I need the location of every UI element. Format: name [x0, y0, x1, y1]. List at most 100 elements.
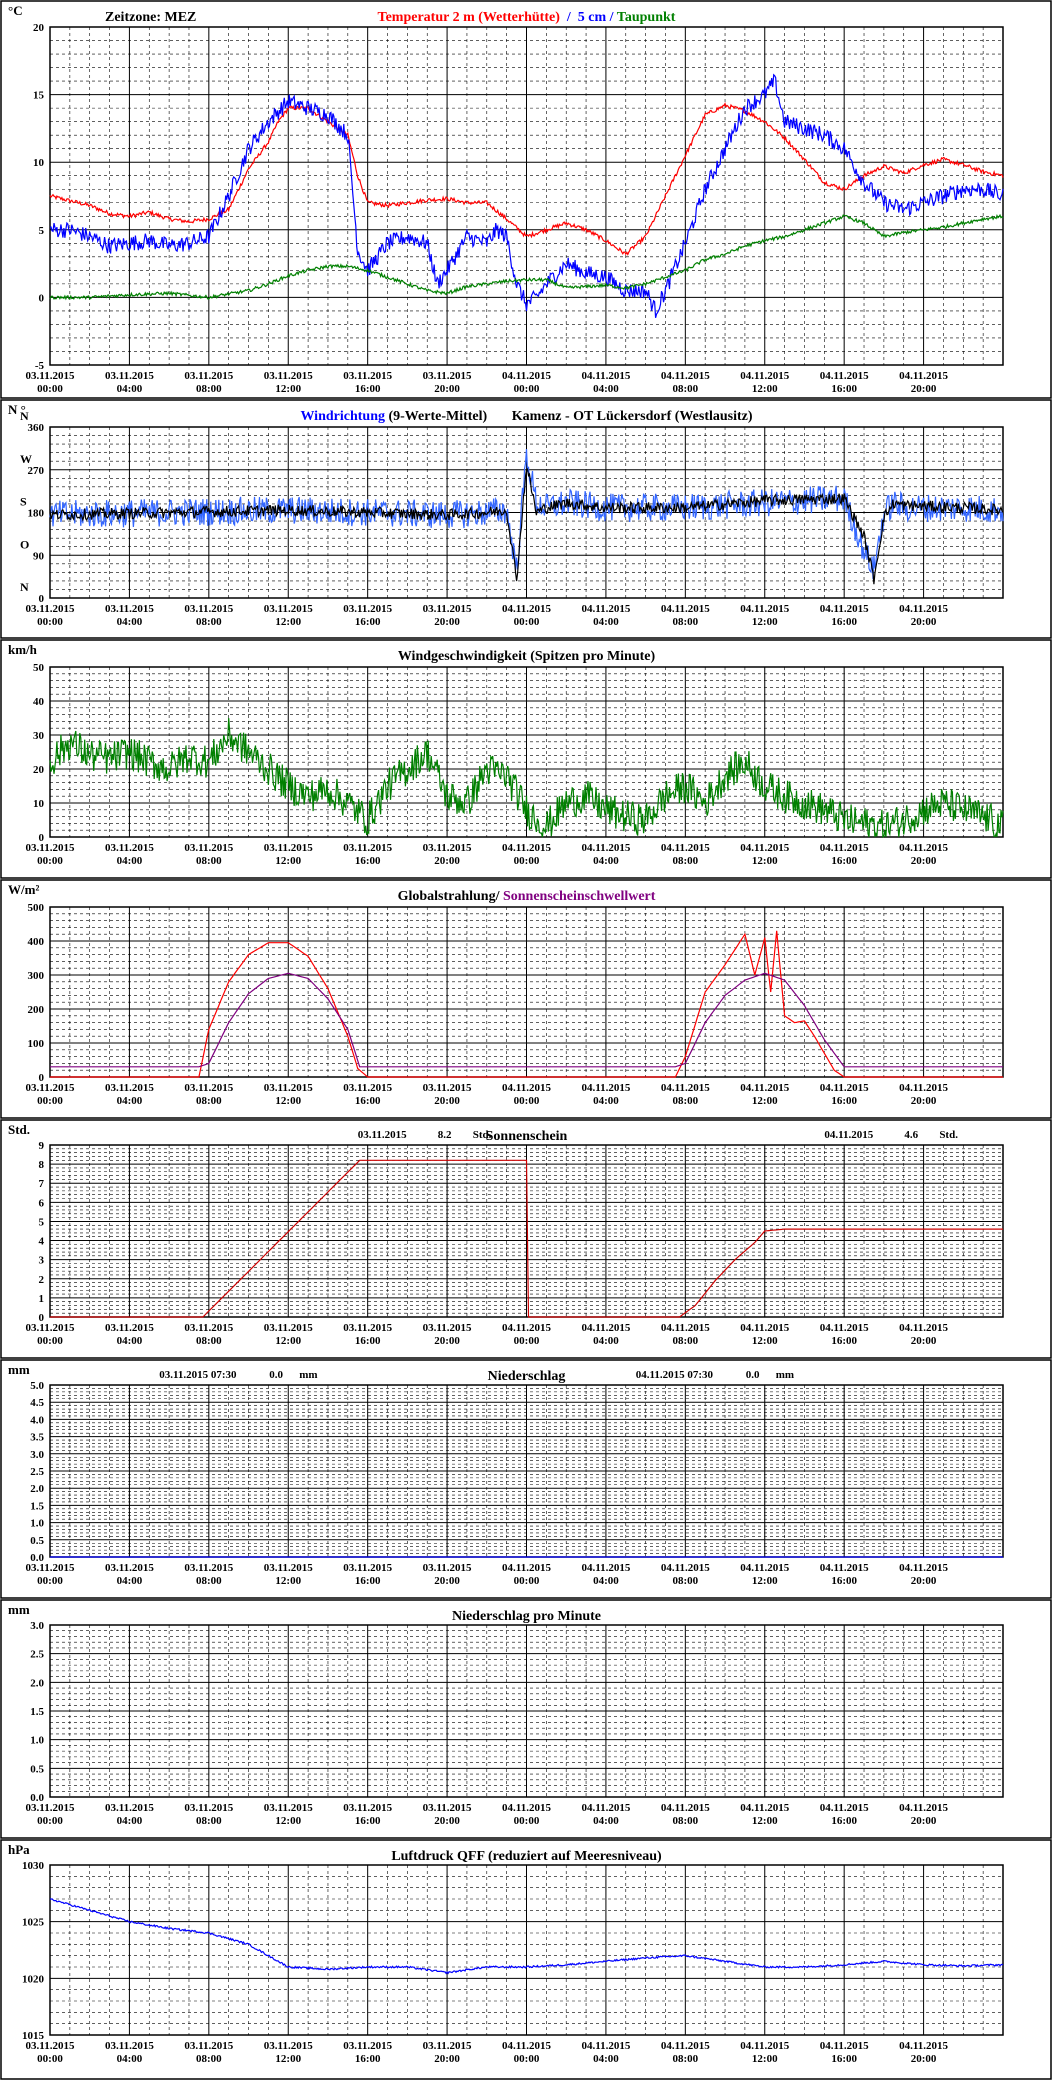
x-tick-date: 04.11.2015	[502, 842, 551, 854]
y-tick-label: 5	[39, 1216, 45, 1228]
plot-area	[49, 1144, 1004, 1318]
x-tick-time: 08:00	[672, 1095, 698, 1107]
y-tick-label: 1015	[22, 2030, 45, 2042]
x-tick-date: 04.11.2015	[820, 370, 869, 382]
x-tick-date: 03.11.2015	[343, 2040, 392, 2052]
x-tick-time: 04:00	[593, 1815, 619, 1827]
chart-title: Niederschlag	[488, 1369, 566, 1384]
y-tick-label: 3.5	[30, 1432, 44, 1444]
annotation-date: 03.11.2015	[358, 1129, 407, 1141]
x-tick-time: 00:00	[37, 1335, 63, 1347]
y-tick-label: 1	[39, 1293, 45, 1305]
chart-panel-temperature: -5 0 5 10 15 20 °C Zeitzone: MEZ Temperatur 2 m …	[0, 0, 1052, 399]
y-tick-label: 3.0	[30, 1620, 44, 1632]
chart-title-part: Windgeschwindigkeit (Spitzen pro Minute)	[398, 649, 656, 664]
y-unit-label: hPa	[8, 1842, 30, 1857]
x-tick-date: 03.11.2015	[264, 842, 313, 854]
x-tick-time: 00:00	[514, 2053, 540, 2065]
x-tick-date: 03.11.2015	[105, 842, 154, 854]
x-tick-time: 20:00	[434, 616, 460, 628]
y-tick-label: 1.0	[30, 1735, 44, 1747]
chart-panel-pressure: 1015 1020 1025 1030 hPa Luftdruck QFF (reduzi…	[0, 1839, 1052, 2080]
y-tick-label: 1030	[22, 1860, 45, 1872]
x-tick-date: 03.11.2015	[26, 1802, 75, 1814]
x-tick-date: 03.11.2015	[423, 1082, 472, 1094]
y-tick-label: 3	[39, 1255, 45, 1267]
x-tick-time: 12:00	[752, 1335, 778, 1347]
x-tick-time: 20:00	[434, 1335, 460, 1347]
series-line-sonnenschein	[50, 1159, 1003, 1318]
x-tick-time: 16:00	[355, 383, 381, 395]
x-tick-time: 04:00	[117, 1335, 143, 1347]
chart-title-part: /	[560, 10, 578, 25]
chart-panel-precipitation: 0.00.51.01.52.02.53.03.54.04.55.0mm Niede…	[0, 1359, 1052, 1599]
x-tick-date: 04.11.2015	[820, 1082, 869, 1094]
x-tick-date: 04.11.2015	[502, 370, 551, 382]
x-tick-time: 08:00	[196, 1335, 222, 1347]
series-line-5-cm	[49, 73, 1004, 318]
y-tick-label: 6	[39, 1197, 45, 1209]
x-tick-time: 20:00	[911, 1335, 937, 1347]
x-tick-date: 04.11.2015	[661, 1802, 710, 1814]
y-unit-label: Std.	[8, 1122, 30, 1137]
y-tick-label: 2.0	[30, 1483, 44, 1495]
chart-title-part: (9-Werte-Mittel)	[385, 409, 488, 424]
x-tick-time: 04:00	[117, 855, 143, 867]
chart-title-part: Taupunkt	[617, 10, 676, 25]
chart-title: Niederschlag pro Minute	[452, 1609, 601, 1624]
y-tick-label: 1020	[22, 1973, 45, 1985]
x-tick-time: 12:00	[275, 855, 301, 867]
series-line-temperatur-2-m-wetterh-tte-	[49, 102, 1004, 256]
chart-title: Sonnenschein	[486, 1129, 568, 1144]
x-tick-date: 04.11.2015	[502, 1562, 551, 1574]
y-tick-label: 1.5	[30, 1500, 44, 1512]
x-tick-date: 04.11.2015	[820, 1562, 869, 1574]
x-tick-date: 03.11.2015	[184, 1802, 233, 1814]
x-tick-time: 00:00	[37, 1575, 63, 1587]
x-tick-time: 20:00	[434, 1815, 460, 1827]
series-line-windgeschwindigkeit	[49, 717, 1004, 839]
x-tick-time: 00:00	[514, 855, 540, 867]
annotation-value: 0.0	[746, 1369, 760, 1381]
compass-label: N	[20, 409, 29, 423]
chart-title: Windrichtung (9-Werte-Mittel) Kamenz - O…	[300, 409, 752, 424]
chart-title-part: Sonnenscheinschwellwert	[503, 889, 656, 904]
x-tick-date: 04.11.2015	[581, 1562, 630, 1574]
plot-area	[49, 1864, 1004, 2036]
x-tick-date: 04.11.2015	[661, 1322, 710, 1334]
x-tick-date: 04.11.2015	[899, 370, 948, 382]
x-tick-time: 12:00	[275, 2053, 301, 2065]
x-tick-time: 12:00	[275, 1335, 301, 1347]
y-tick-label: 5	[39, 225, 45, 237]
chart-panel-radiation: 0 100 200 300 400 500 W/m² Globalstrahlung/ Son…	[0, 879, 1052, 1119]
x-tick-date: 04.11.2015	[820, 842, 869, 854]
x-tick-date: 03.11.2015	[264, 1322, 313, 1334]
x-tick-time: 00:00	[514, 1095, 540, 1107]
chart-title: Windgeschwindigkeit (Spitzen pro Minute)	[398, 649, 656, 664]
y-tick-label: 8	[39, 1159, 45, 1171]
x-tick-time: 12:00	[752, 616, 778, 628]
x-tick-time: 12:00	[752, 2053, 778, 2065]
x-tick-time: 16:00	[831, 855, 857, 867]
x-tick-time: 04:00	[117, 616, 143, 628]
x-tick-date: 04.11.2015	[820, 603, 869, 615]
x-tick-date: 04.11.2015	[661, 2040, 710, 2052]
y-tick-label: 0.5	[30, 1535, 44, 1547]
x-tick-date: 04.11.2015	[820, 1322, 869, 1334]
x-tick-date: 04.11.2015	[661, 842, 710, 854]
series-line-taupunkt	[49, 213, 1004, 301]
x-tick-date: 03.11.2015	[105, 1322, 154, 1334]
y-tick-label: 0	[39, 1072, 45, 1084]
annotation-value: 8.2	[438, 1129, 452, 1141]
annotation-date: 04.11.2015 07:30	[636, 1369, 714, 1381]
y-tick-label: 200	[28, 1004, 45, 1016]
x-tick-date: 03.11.2015	[105, 2040, 154, 2052]
annotation-unit: Std.	[939, 1129, 958, 1141]
x-tick-time: 16:00	[355, 1095, 381, 1107]
annotation-date: 03.11.2015 07:30	[159, 1369, 237, 1381]
x-tick-date: 03.11.2015	[184, 2040, 233, 2052]
x-tick-time: 00:00	[37, 2053, 63, 2065]
x-tick-time: 16:00	[355, 855, 381, 867]
y-tick-label: 2.5	[30, 1649, 44, 1661]
